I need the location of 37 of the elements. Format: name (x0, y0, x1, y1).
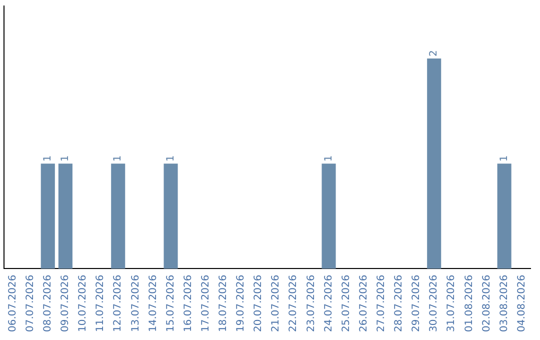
data-label: 1 (498, 155, 510, 162)
x-tick-label: 14.07.2026 (148, 274, 159, 332)
data-label: 1 (112, 155, 124, 162)
x-tick-label: 06.07.2026 (7, 274, 18, 332)
x-tick-label: 18.07.2026 (218, 274, 230, 332)
x-tick-label: 22.07.2026 (288, 274, 300, 332)
x-tick-label: 21.07.2026 (270, 274, 282, 332)
data-label: 2 (428, 50, 440, 57)
x-tick-label: 01.08.2026 (464, 274, 475, 332)
x-tick-label: 13.07.2026 (130, 274, 142, 332)
x-tick-label: 04.08.2026 (516, 274, 528, 332)
x-tick-label: 17.07.2026 (200, 274, 212, 332)
x-tick-label: 20.07.2026 (253, 274, 264, 332)
x-tick-label: 16.07.2026 (182, 274, 194, 332)
x-tick-label: 27.07.2026 (376, 274, 388, 332)
x-tick-label: 26.07.2026 (358, 274, 370, 332)
x-tick-label: 15.07.2026 (165, 274, 176, 332)
x-tick-label: 12.07.2026 (112, 274, 124, 332)
x-tick-label: 07.07.2026 (24, 274, 36, 332)
data-label: 1 (42, 155, 54, 162)
data-label: 1 (323, 155, 334, 162)
x-tick-label: 24.07.2026 (323, 274, 334, 332)
data-label: 1 (60, 155, 72, 162)
x-tick-label: 25.07.2026 (340, 274, 352, 332)
x-tick-label: 23.07.2026 (306, 274, 317, 332)
x-tick-label: 11.07.2026 (95, 274, 106, 332)
x-tick-label: 31.07.2026 (446, 274, 458, 332)
x-tick-label: 02.08.2026 (481, 274, 492, 332)
x-tick-label: 19.07.2026 (236, 274, 247, 332)
x-tick-label: 09.07.2026 (60, 274, 72, 332)
x-tick-label: 28.07.2026 (394, 274, 405, 332)
x-tick-label: 08.07.2026 (42, 274, 54, 332)
data-label: 1 (165, 155, 176, 162)
x-tick-label: 10.07.2026 (78, 274, 89, 332)
x-tick-label: 30.07.2026 (428, 274, 440, 332)
x-tick-label: 03.08.2026 (498, 274, 510, 332)
x-tick-label: 29.07.2026 (411, 274, 422, 332)
